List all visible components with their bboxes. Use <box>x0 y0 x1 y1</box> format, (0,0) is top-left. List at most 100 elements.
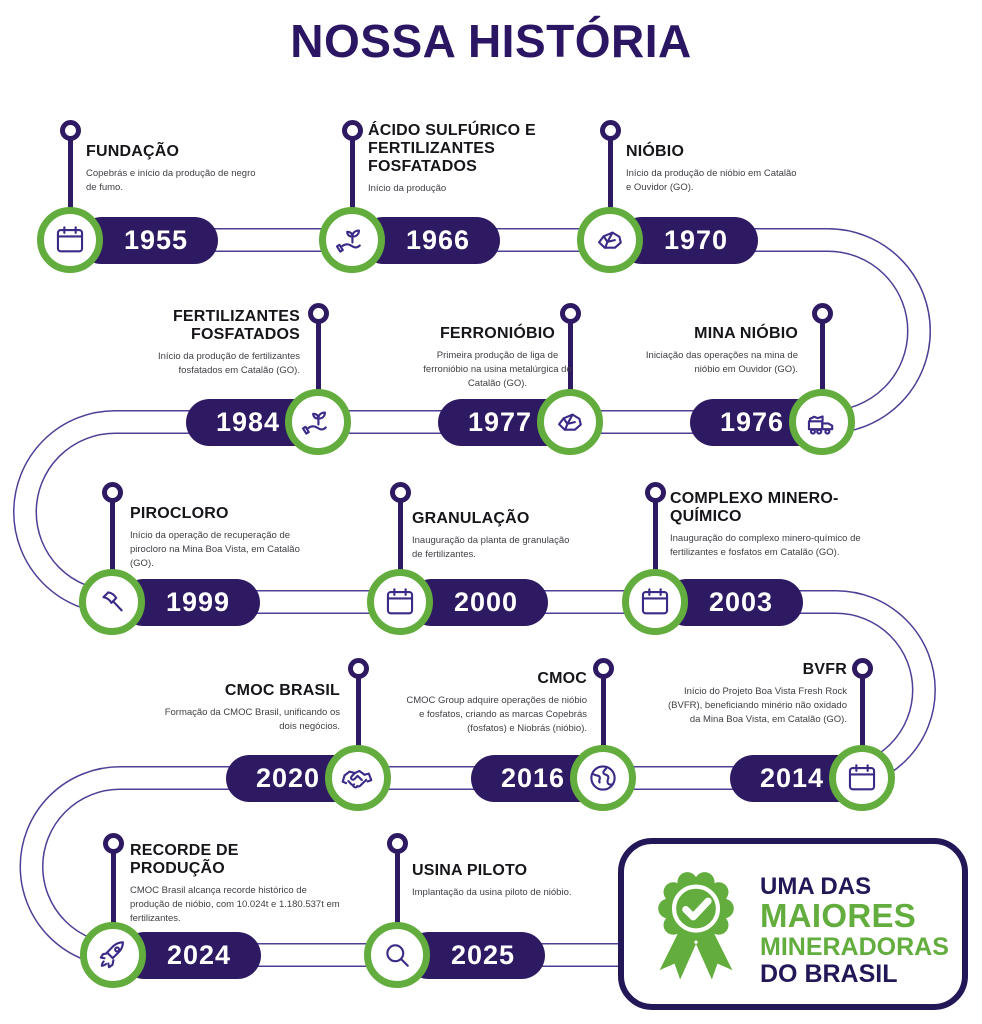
node-ring <box>59 119 81 141</box>
item-text-2024: RECORDE DE PRODUÇÃO CMOC Brasil alcança r… <box>130 842 348 925</box>
item-title: ÁCIDO SULFÚRICO E FERTILIZANTES FOSFATAD… <box>368 122 536 176</box>
item-text-1970: NIÓBIO Início da produção de nióbio em Ca… <box>626 143 801 195</box>
year-label: 2000 <box>453 586 519 617</box>
year-pill-2000: 2000 <box>408 578 548 626</box>
item-description: Início da produção de fertilizantes fosf… <box>157 351 300 376</box>
stem-line <box>355 668 361 778</box>
ore-icon <box>598 231 622 249</box>
stem-line <box>315 313 321 422</box>
year-label: 1977 <box>467 406 533 437</box>
truck-icon <box>807 415 834 435</box>
item-description: Início do Projeto Boa Vista Fresh Rock (… <box>667 686 847 725</box>
icon-circle <box>364 922 430 988</box>
stem-line <box>397 492 403 602</box>
item-description: CMOC Brasil alcança recorde histórico de… <box>130 885 340 924</box>
item-title: RECORDE DE PRODUÇÃO <box>130 842 239 878</box>
year-label: 2025 <box>450 939 516 970</box>
item-description: Inauguração da planta de granulação de f… <box>412 535 570 560</box>
calendar-icon <box>848 764 876 791</box>
node-ring <box>389 481 411 503</box>
year-label: 1984 <box>215 406 281 437</box>
item-title: FUNDAÇÃO <box>86 143 180 160</box>
icon-circle <box>622 569 688 635</box>
year-pill-1955: 1955 <box>78 216 218 264</box>
stem-line <box>349 130 355 240</box>
medal-check-icon <box>658 872 734 980</box>
stem-line <box>109 492 115 602</box>
stem-line <box>67 130 73 240</box>
icon-circle <box>829 745 895 811</box>
item-title: FERTILIZANTES FOSFATADOS <box>172 308 300 344</box>
item-description: Início da operação de recuperação de pir… <box>130 530 300 569</box>
item-title: MINA NIÓBIO <box>694 325 798 342</box>
year-pill-1999: 1999 <box>120 578 260 626</box>
badge-line-1: UMA DAS <box>760 873 872 900</box>
badge-line-4: DO BRASIL <box>760 959 898 988</box>
item-text-2000: GRANULAÇÃO Inauguração da planta de granu… <box>412 510 572 562</box>
item-title: USINA PILOTO <box>412 862 528 879</box>
icon-circle <box>325 745 391 811</box>
item-title: GRANULAÇÃO <box>412 510 530 527</box>
calendar-icon <box>641 588 669 615</box>
item-description: Primeira produção de liga de ferronióbio… <box>423 350 572 389</box>
node-ring <box>347 657 369 679</box>
icon-circle <box>570 745 636 811</box>
node-ring <box>851 657 873 679</box>
year-pill-2025: 2025 <box>405 931 545 979</box>
icon-circle <box>37 207 103 273</box>
node-ring <box>102 832 124 854</box>
node-ring <box>101 481 123 503</box>
badge-line-2: MAIORES <box>760 897 917 935</box>
year-label: 2024 <box>166 939 232 970</box>
node-ring <box>386 832 408 854</box>
stem-line <box>859 668 865 778</box>
year-label: 2016 <box>500 762 566 793</box>
item-title: CMOC <box>537 670 587 687</box>
item-text-2014: BVFR Início do Projeto Boa Vista Fresh Ro… <box>663 661 847 726</box>
item-description: Início da produção de nióbio em Catalão … <box>626 168 797 193</box>
stem-line <box>110 843 116 955</box>
icon-circle <box>319 207 385 273</box>
item-title: COMPLEXO MINERO-QUÍMICO <box>670 490 839 526</box>
icon-circle <box>577 207 643 273</box>
item-text-1976: MINA NIÓBIO Iniciação das operações na mi… <box>630 325 798 377</box>
page-title: NOSSA HISTÓRIA <box>290 15 692 67</box>
icon-circle <box>537 389 603 455</box>
node-ring <box>307 302 329 324</box>
badge-line-3: MINERADORAS <box>760 933 949 962</box>
globe-icon <box>590 765 616 791</box>
year-label: 1970 <box>663 224 729 255</box>
node-ring <box>559 302 581 324</box>
item-description: Iniciação das operações na mina de nióbi… <box>645 350 798 375</box>
stem-line <box>819 313 825 422</box>
calendar-icon <box>56 226 84 253</box>
node-ring <box>644 481 666 503</box>
ore-icon <box>558 413 582 431</box>
item-text-1984: FERTILIZANTES FOSFATADOS Início da produç… <box>118 308 300 378</box>
stem-line <box>607 130 613 240</box>
rocket-icon <box>99 941 124 969</box>
icon-circle <box>80 922 146 988</box>
item-text-2020: CMOC BRASIL Formação da CMOC Brasil, unif… <box>160 682 340 734</box>
item-title: NIÓBIO <box>626 143 685 160</box>
node-ring <box>341 119 363 141</box>
node-ring <box>599 119 621 141</box>
year-label: 2020 <box>255 762 321 793</box>
stem-line <box>652 492 658 602</box>
item-text-1999: PIROCLORO Início da operação de recuperaç… <box>130 505 325 570</box>
year-label: 1966 <box>405 224 471 255</box>
item-description: Copebrás e início da produção de negro d… <box>86 168 256 193</box>
item-text-2025: USINA PILOTO Implantação da usina piloto … <box>412 862 572 900</box>
plant-hand-icon <box>301 411 327 435</box>
year-label: 1976 <box>719 406 785 437</box>
stem-line <box>567 313 573 422</box>
calendar-icon <box>386 588 414 615</box>
item-title: PIROCLORO <box>130 505 229 522</box>
item-description: Inauguração do complexo minero-químico d… <box>670 533 861 558</box>
plant-hand-icon <box>335 229 361 253</box>
item-text-1966: ÁCIDO SULFÚRICO E FERTILIZANTES FOSFATAD… <box>368 122 546 196</box>
award-badge: UMA DAS MAIORES MINERADORAS DO BRASIL <box>618 838 968 1010</box>
node-ring <box>811 302 833 324</box>
item-title: BVFR <box>802 661 847 678</box>
